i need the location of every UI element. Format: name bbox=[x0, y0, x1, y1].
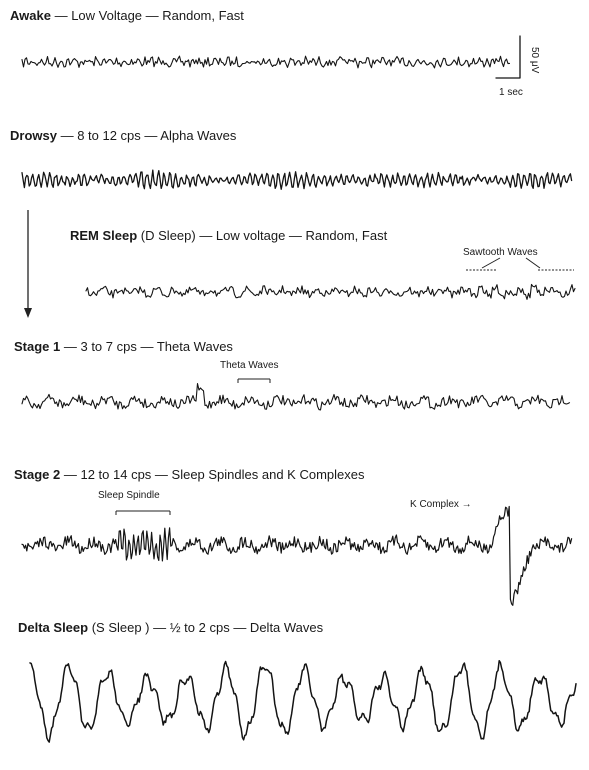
stage1-title: Stage 1 — 3 to 7 cps — Theta Waves bbox=[14, 339, 233, 354]
theta-label: Theta Waves bbox=[220, 360, 279, 371]
drowsy-name: Drowsy bbox=[10, 128, 57, 143]
rem-title: REM Sleep (D Sleep) — Low voltage — Rand… bbox=[70, 228, 387, 243]
awake-title: Awake — Low Voltage — Random, Fast bbox=[10, 8, 244, 23]
spindle-label: Sleep Spindle bbox=[98, 490, 160, 501]
time-scale-label: 1 sec bbox=[499, 87, 523, 98]
rem-name: REM Sleep bbox=[70, 228, 138, 243]
stage2-name: Stage 2 bbox=[14, 467, 61, 482]
stage2-eeg-trace bbox=[21, 505, 573, 606]
stage2-title: Stage 2 — 12 to 14 cps — Sleep Spindles … bbox=[14, 467, 364, 482]
delta-desc: (S Sleep ) — ½ to 2 cps — Delta Waves bbox=[88, 620, 324, 635]
delta-eeg-trace bbox=[29, 659, 577, 743]
drowsy-desc: — 8 to 12 cps — Alpha Waves bbox=[56, 128, 237, 143]
spindle-bracket bbox=[115, 510, 171, 515]
rem-desc: (D Sleep) — Low voltage — Random, Fast bbox=[137, 228, 388, 243]
delta-title: Delta Sleep (S Sleep ) — ½ to 2 cps — De… bbox=[18, 620, 323, 635]
awake-eeg-trace bbox=[21, 55, 511, 69]
awake-desc: — Low Voltage — Random, Fast bbox=[50, 8, 244, 23]
sawtooth-bracket bbox=[466, 257, 574, 271]
stage2-desc: — 12 to 14 cps — Sleep Spindles and K Co… bbox=[60, 467, 365, 482]
calibration-bar bbox=[495, 35, 521, 79]
rem-eeg-trace bbox=[85, 283, 576, 300]
awake-name: Awake bbox=[10, 8, 51, 23]
progression-arrow bbox=[24, 210, 32, 318]
stage1-name: Stage 1 bbox=[14, 339, 61, 354]
stage1-desc: — 3 to 7 cps — Theta Waves bbox=[60, 339, 233, 354]
sawtooth-label: Sawtooth Waves bbox=[463, 247, 538, 258]
delta-name: Delta Sleep bbox=[18, 620, 89, 635]
theta-bracket bbox=[237, 378, 271, 383]
stage1-eeg-trace bbox=[21, 383, 571, 411]
drowsy-eeg-trace bbox=[21, 169, 573, 190]
k-complex-label: K Complex → bbox=[410, 499, 472, 510]
drowsy-title: Drowsy — 8 to 12 cps — Alpha Waves bbox=[10, 128, 236, 143]
